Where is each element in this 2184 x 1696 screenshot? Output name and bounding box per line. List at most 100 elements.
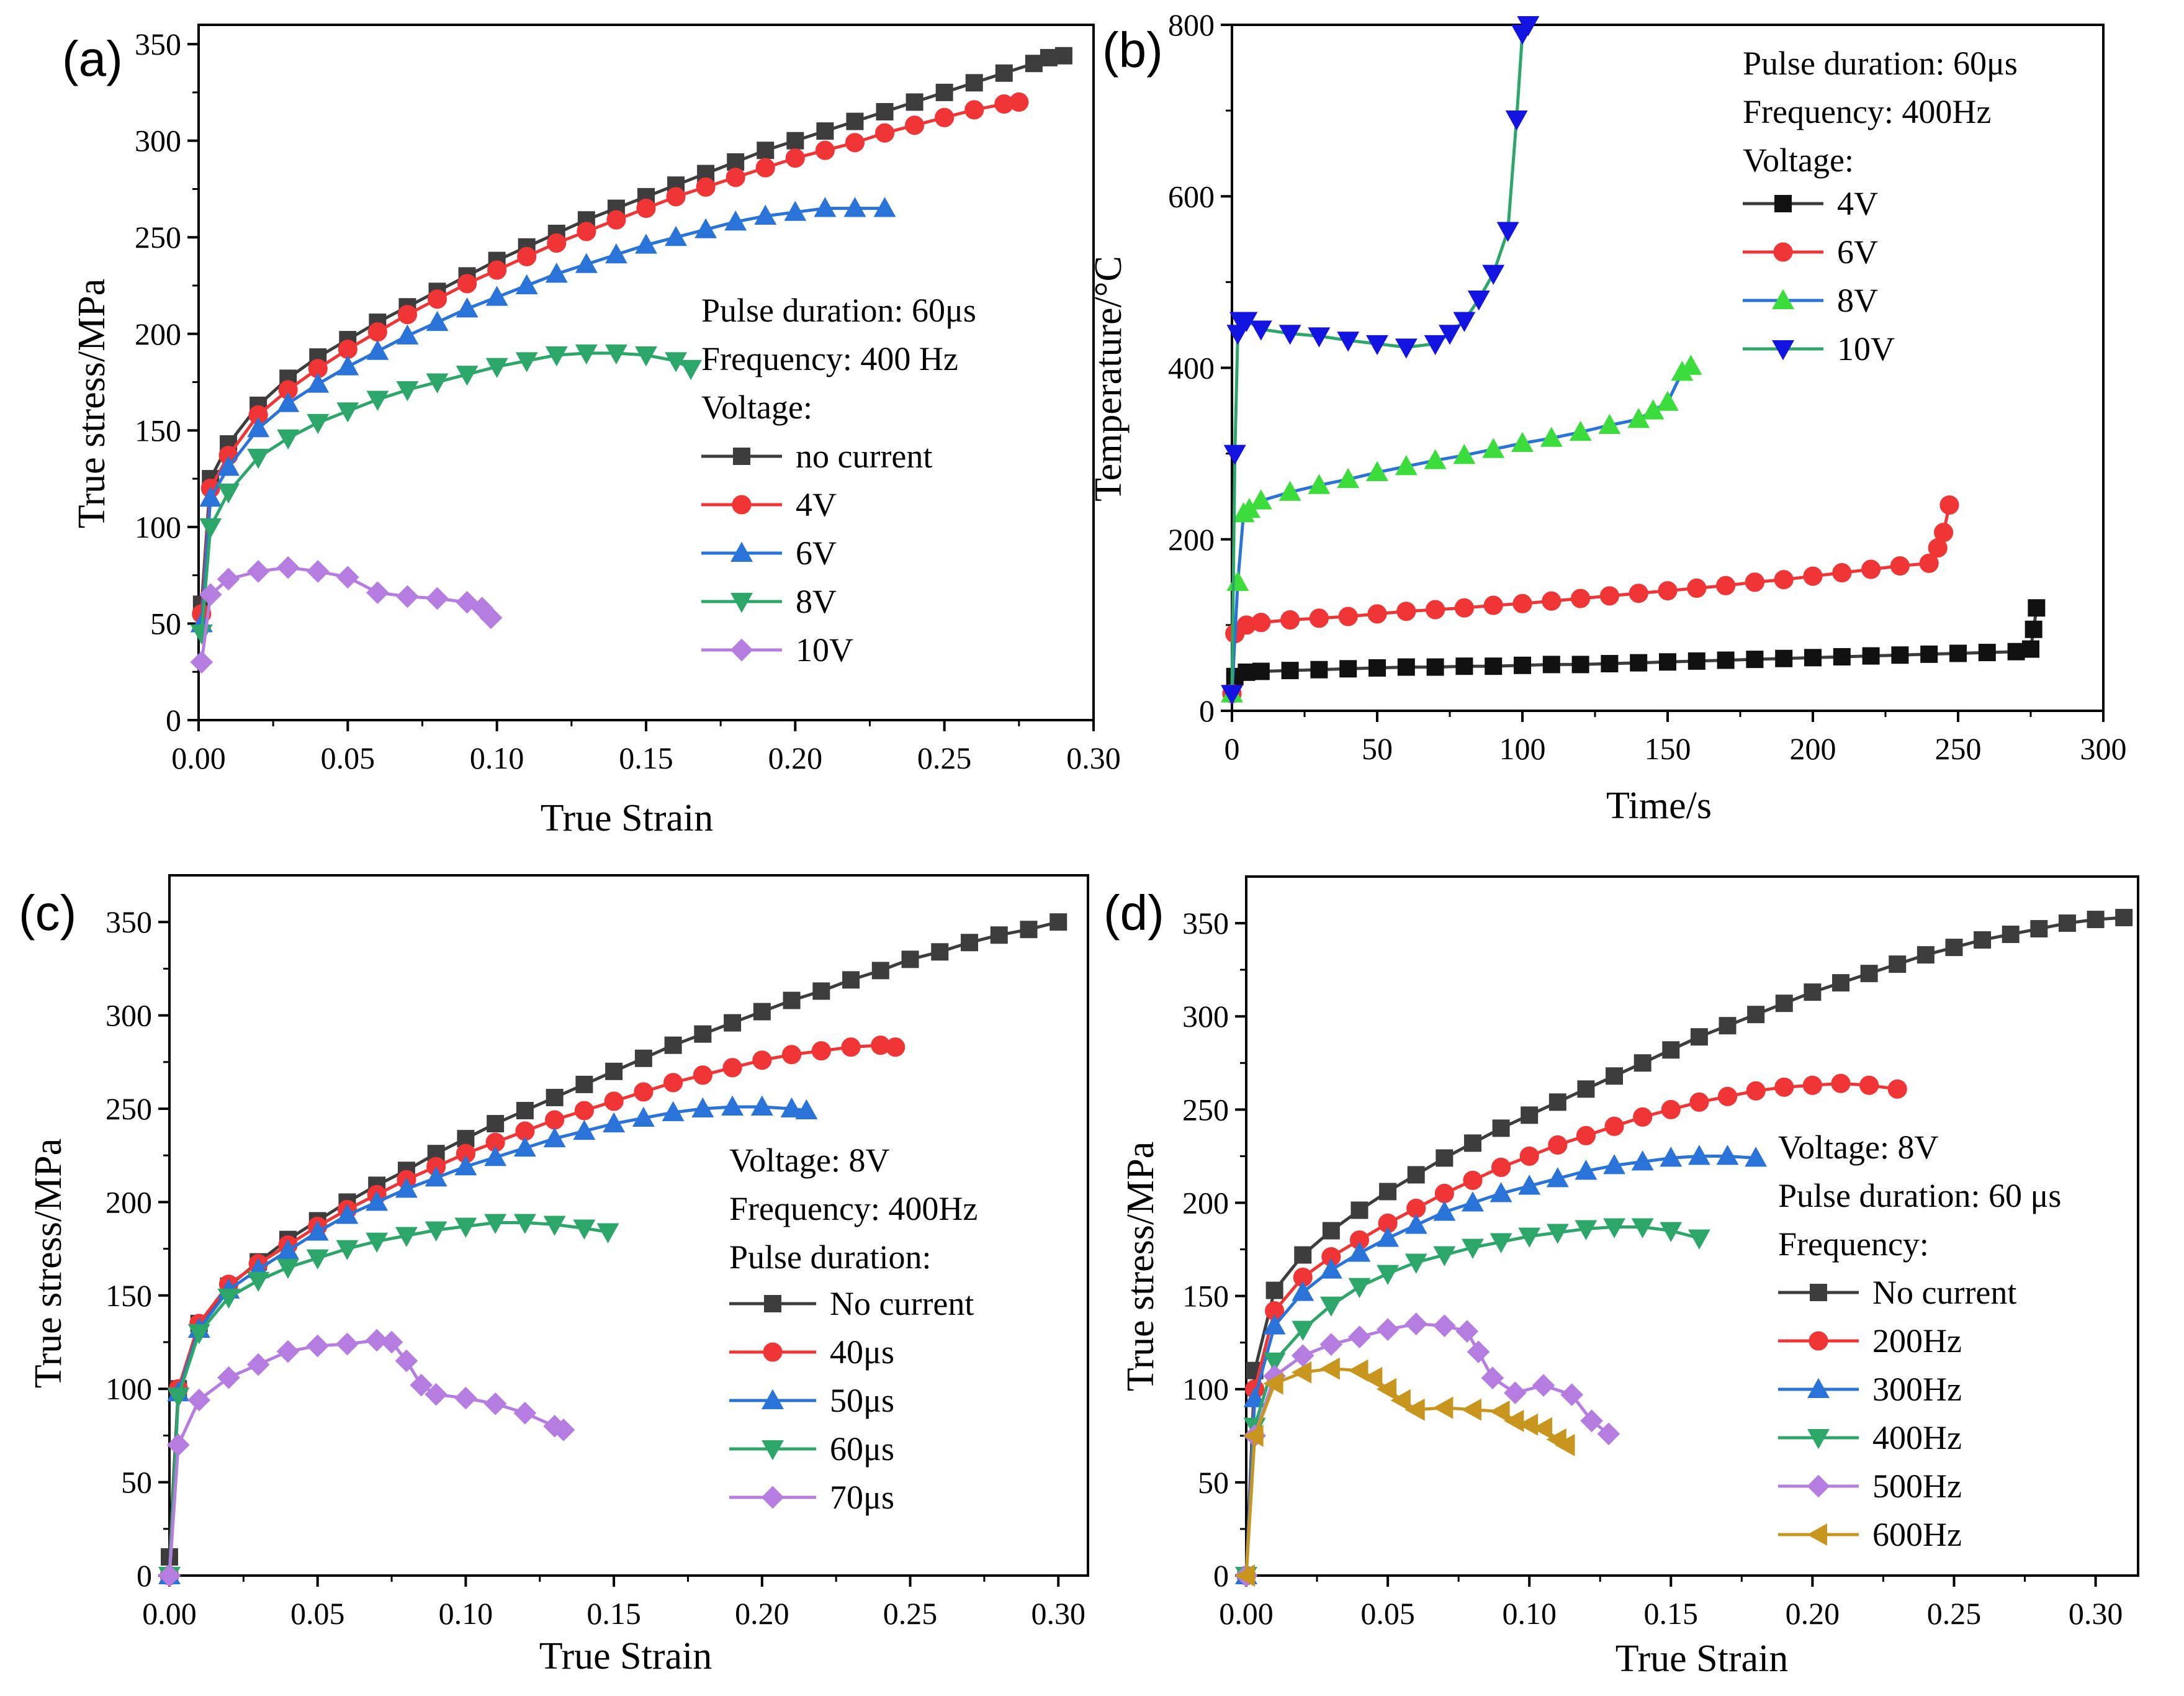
panel-d-data-point — [1348, 1242, 1371, 1262]
panel-c-stress-strain-pulse: (c) True Strain True stress/MPa Voltage:… — [19, 874, 1089, 1677]
panel-a-x-tick-label: 0.00 — [171, 741, 226, 775]
panel-b-legend-marker — [1773, 242, 1793, 262]
panel-c-x-tick-label: 0.00 — [142, 1596, 197, 1631]
panel-c-data-point — [721, 1095, 744, 1116]
panel-a-data-point — [217, 483, 240, 504]
panel-a-y-tick-label: 350 — [135, 27, 181, 61]
panel-c-data-point — [545, 1110, 565, 1130]
panel-a-data-point — [217, 456, 240, 476]
panel-c-data-point — [574, 1101, 594, 1121]
panel-c-data-point — [603, 1112, 626, 1133]
panel-c-data-point — [513, 1401, 537, 1425]
panel-a-data-point — [456, 366, 479, 386]
panel-d-data-point — [1832, 974, 1849, 992]
panel-a-data-point — [515, 274, 538, 294]
panel-b-series-0 — [1223, 599, 2046, 703]
panel-b-data-point — [1803, 566, 1823, 586]
panel-a-data-point — [815, 140, 835, 160]
panel-a-data-point — [487, 260, 507, 280]
panel-a-data-point — [515, 352, 538, 372]
panel-c-series-1 — [160, 1035, 906, 1585]
panel-c-data-point — [366, 1191, 389, 1211]
panel-a-data-point — [606, 210, 626, 230]
panel-c-y-tick-label: 250 — [106, 1091, 152, 1126]
panel-b-data-point — [1512, 593, 1532, 613]
panel-b-data-point — [1540, 426, 1563, 447]
panel-d-data-point — [1404, 1214, 1427, 1234]
panel-c-data-point — [1020, 921, 1038, 939]
panel-a-data-point — [1040, 48, 1058, 66]
panel-d-data-point — [1263, 1314, 1286, 1335]
panel-a-series-1 — [192, 92, 1029, 624]
panel-b-data-point — [1395, 338, 1418, 359]
panel-c-data-point — [871, 962, 889, 980]
panel-b-data-point — [1891, 646, 1909, 664]
panel-d-data-point — [1390, 1389, 1411, 1412]
panel-a-data-point — [306, 560, 330, 583]
panel-c-data-point — [365, 1328, 389, 1352]
panel-c-legend-label: 60μs — [830, 1430, 894, 1468]
panel-b-legend-marker — [1774, 195, 1792, 212]
panel-d-data-point — [1775, 995, 1793, 1013]
panel-d-x-tick-label: 0.05 — [1360, 1596, 1415, 1631]
panel-c-data-point — [336, 1204, 359, 1224]
panel-a-data-point — [935, 107, 955, 127]
panel-a-data-point — [696, 177, 716, 197]
panel-d-data-point — [1322, 1222, 1340, 1240]
panel-c-data-point — [901, 950, 919, 968]
panel-c-x-axis-label: True Strain — [539, 1635, 712, 1677]
panel-b-legend-label: 10V — [1837, 330, 1895, 368]
panel-a-data-point — [575, 253, 598, 273]
panel-d-legend-marker — [1809, 1331, 1828, 1351]
panel-d-data-point — [1319, 1258, 1342, 1279]
panel-b-data-point — [1238, 663, 1256, 681]
panel-a-data-point — [965, 74, 983, 92]
panel-d-data-point — [1887, 1079, 1907, 1099]
panel-a-legend-marker — [733, 448, 750, 465]
panel-c-data-point — [410, 1373, 433, 1397]
panel-a-data-point — [396, 381, 419, 402]
panel-a-legend-label: no current — [796, 438, 932, 475]
panel-a-x-tick-label: 0.05 — [321, 741, 375, 775]
panel-a-legend-entry: no current — [701, 438, 932, 475]
panel-c-data-point — [487, 1115, 505, 1133]
panel-d-data-point — [1467, 1340, 1490, 1363]
panel-b-data-point — [1658, 581, 1678, 601]
panel-c-x-tick-label: 0.30 — [1031, 1596, 1086, 1631]
panel-b-data-point — [1939, 495, 1959, 515]
panel-b-data-point — [1223, 444, 1246, 465]
panel-a-legend-header: Pulse duration: 60μs Frequency: 400 Hz V… — [701, 292, 976, 426]
panel-a-data-point — [577, 222, 596, 241]
panel-b-legend-label: 6V — [1837, 233, 1878, 271]
panel-b-data-point — [1485, 657, 1503, 675]
panel-b-data-point — [1249, 320, 1272, 341]
panel-b-x-axis-label: Time/s — [1606, 785, 1712, 827]
panel-b-data-point — [1599, 586, 1619, 606]
panel-a-data-point — [307, 413, 330, 435]
panel-b-data-point — [1366, 335, 1388, 356]
panel-a-data-point — [727, 153, 745, 171]
panel-d-legend-line-2: Pulse duration: 60 μs — [1778, 1177, 2061, 1214]
panel-c-data-point — [780, 1097, 803, 1117]
panel-b-x-tick-label: 100 — [1499, 731, 1546, 766]
panel-c-data-point — [217, 1366, 240, 1389]
panel-a-y-tick-label: 150 — [135, 413, 181, 448]
panel-c-data-point — [484, 1145, 507, 1166]
panel-c-legend-line-2: Frequency: 400Hz — [729, 1190, 977, 1227]
panel-b-x-tick-label: 0 — [1225, 731, 1240, 766]
panel-d-data-point — [1436, 1149, 1454, 1167]
panel-b-data-point — [1687, 652, 1705, 670]
panel-b-data-point — [1483, 595, 1503, 615]
panel-b-data-point — [1397, 658, 1415, 676]
panel-a-series-3 — [190, 344, 703, 645]
panel-d-data-point — [2115, 909, 2133, 927]
panel-b-data-point — [1338, 607, 1358, 626]
panel-a-data-point — [666, 187, 686, 207]
panel-a-data-point — [485, 358, 508, 378]
panel-c-data-point — [425, 1383, 447, 1406]
panel-c-data-point — [753, 1003, 771, 1021]
panel-d-data-point — [2087, 911, 2105, 929]
panel-b-x-tick-label: 300 — [2080, 731, 2127, 766]
panel-b-data-point — [1251, 613, 1271, 633]
panel-b-data-point — [1367, 604, 1387, 624]
